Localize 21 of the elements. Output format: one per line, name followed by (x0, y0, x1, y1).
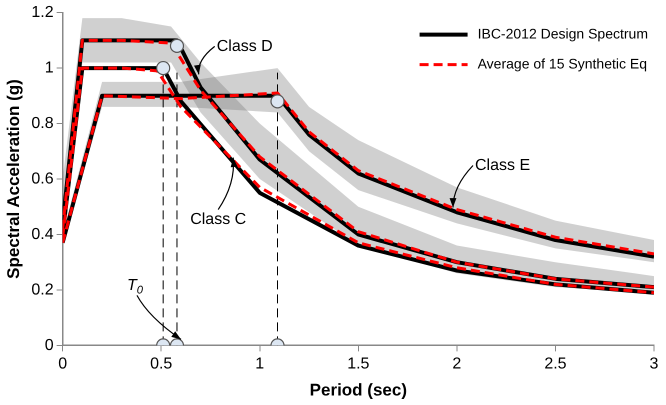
y-tick-label: 0.6 (31, 170, 54, 188)
annotation: Class C (190, 210, 246, 228)
y-tick-label: 0 (44, 336, 54, 354)
x-axis-title: Period (sec) (310, 380, 407, 400)
y-tick-label: 1.2 (31, 4, 54, 22)
x-tick-label: 2 (452, 355, 462, 372)
annotation: Class E (474, 156, 530, 174)
x-tick-label: 2.5 (544, 355, 567, 372)
y-tick-label: 0.4 (31, 226, 54, 243)
x-tick-label: 1.5 (347, 355, 370, 372)
x-tick-label: 3 (650, 355, 659, 372)
x-tick-label: 1 (255, 355, 264, 372)
y-axis-title: Spectral Acceleration (g) (4, 79, 23, 279)
annotation: Class D (216, 38, 273, 55)
y-tick-label: 0.8 (31, 114, 54, 132)
y-tick-label: 1 (44, 59, 54, 76)
legend-label: IBC-2012 Design Spectrum (478, 25, 648, 42)
x-tick-label: 0.5 (150, 355, 172, 372)
y-tick-label: 0.2 (31, 281, 54, 298)
legend-label: Average of 15 Synthetic Eq (478, 55, 648, 72)
x-tick-label: 0 (58, 355, 68, 372)
